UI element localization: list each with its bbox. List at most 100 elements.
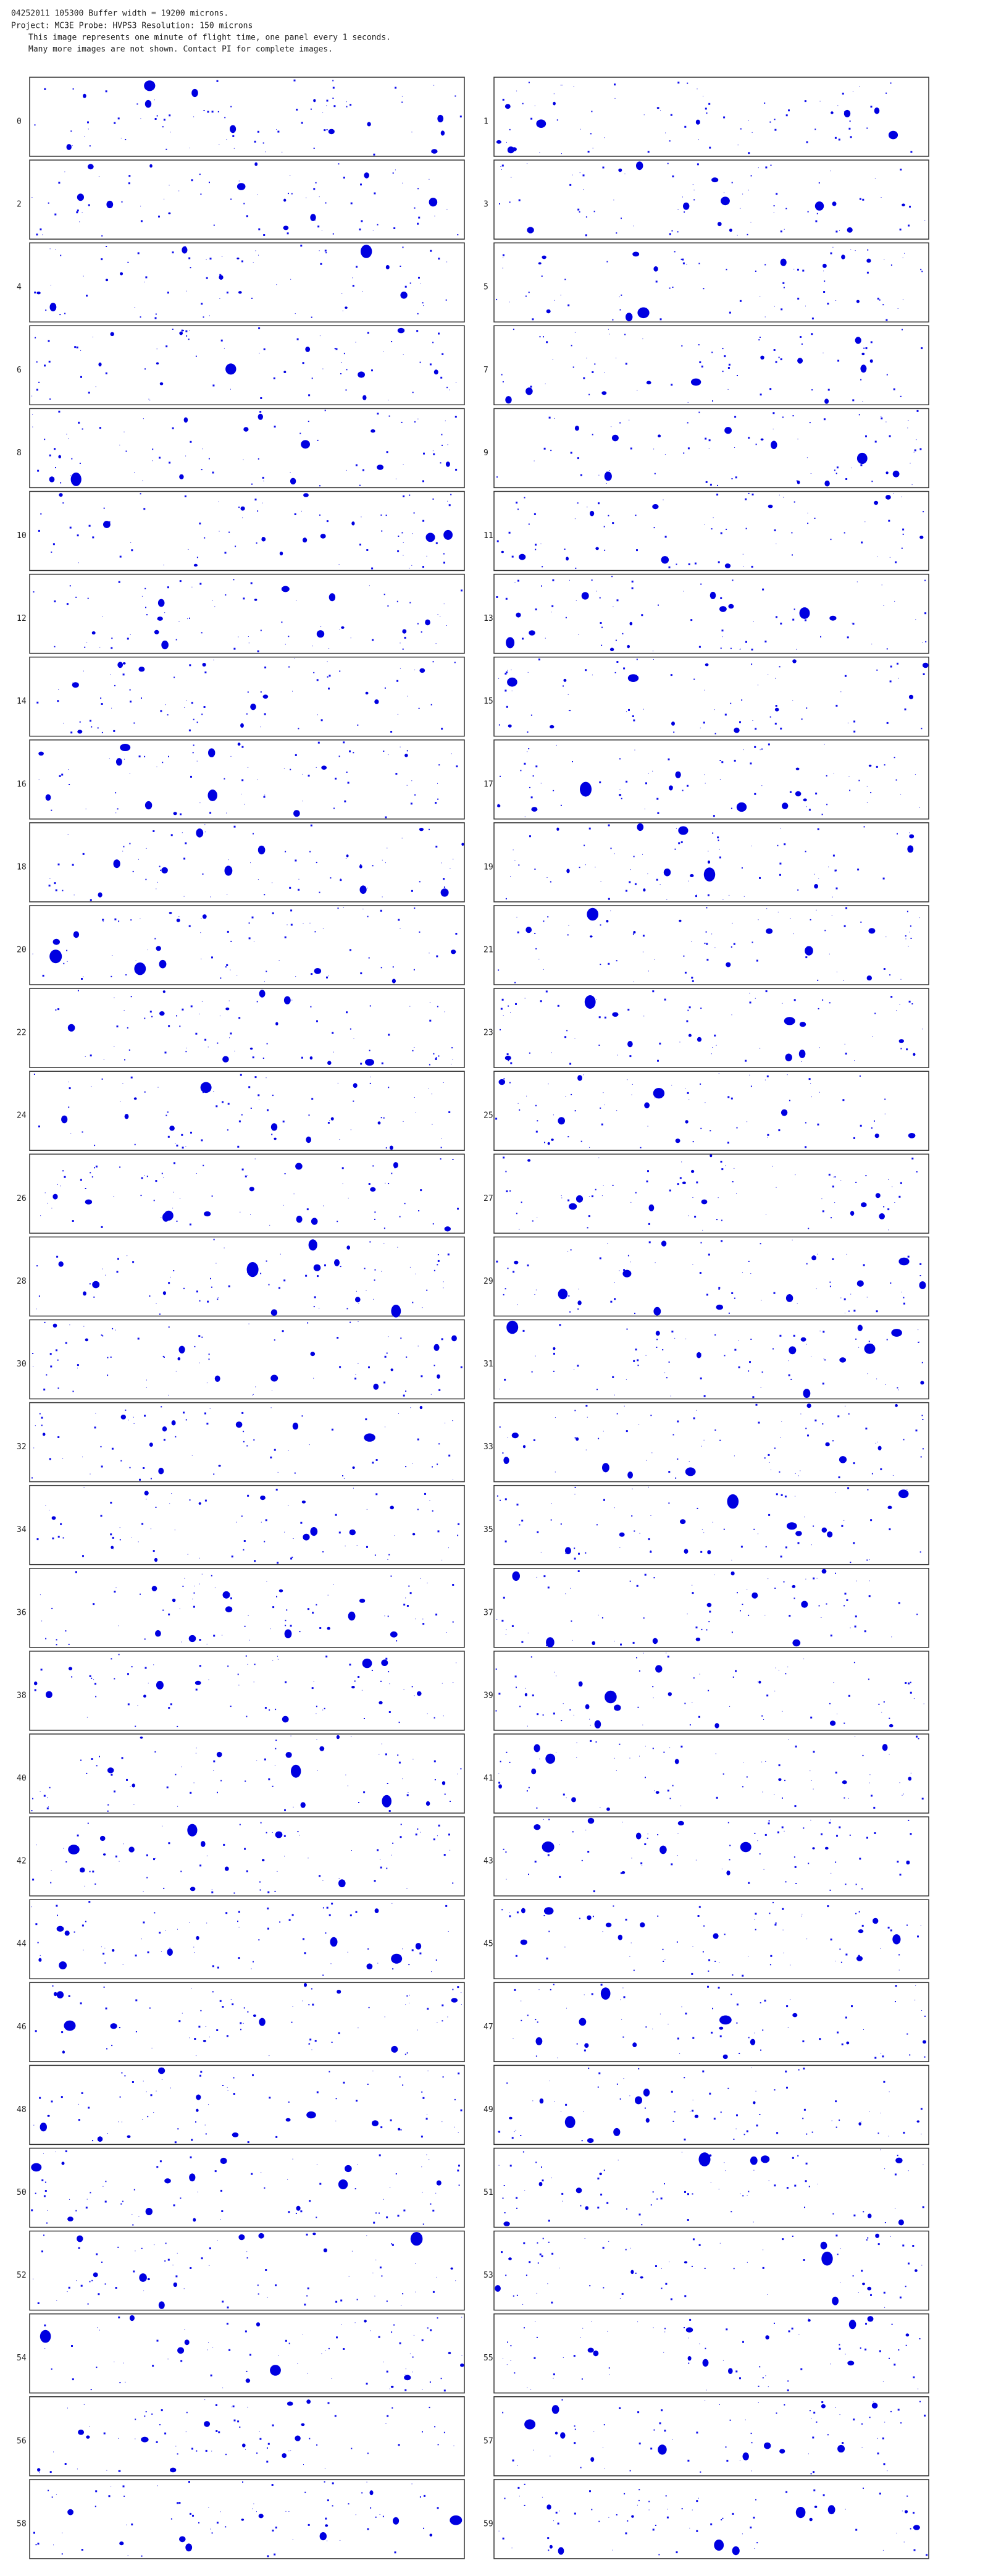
particle (546, 1644, 547, 1646)
particle (842, 93, 844, 95)
particle (262, 142, 264, 144)
particle (689, 2318, 692, 2321)
particle (364, 1268, 366, 1269)
particle (764, 1457, 766, 1459)
particle (504, 1055, 511, 1061)
particle (616, 1413, 618, 1415)
particle (777, 1831, 779, 1833)
particle (447, 500, 448, 502)
particle (262, 476, 264, 479)
particle (295, 313, 296, 314)
particle (884, 1098, 886, 1100)
particle (880, 1468, 882, 1470)
particle (270, 1407, 272, 1408)
particle (227, 930, 229, 933)
particle (335, 2300, 338, 2303)
particle (348, 2503, 350, 2505)
particle (919, 536, 924, 539)
particle (695, 1627, 698, 1628)
particle (535, 1355, 536, 1357)
particle (883, 2291, 885, 2294)
particle (706, 1602, 712, 1607)
particle (668, 1502, 670, 1504)
particle (260, 397, 262, 399)
particle (517, 508, 519, 510)
particle (845, 1884, 847, 1885)
particle (561, 153, 562, 154)
particle (212, 600, 213, 601)
particle (136, 103, 138, 105)
particle (883, 1206, 885, 1208)
particle (644, 1573, 647, 1576)
particle (230, 756, 232, 757)
particle (354, 2322, 356, 2323)
particle (726, 528, 727, 530)
particle (756, 959, 758, 962)
particle (388, 415, 390, 417)
particle (120, 744, 131, 751)
particle (405, 1466, 407, 1468)
particle (707, 861, 711, 864)
particle (795, 1531, 802, 1536)
particle (146, 1379, 147, 1381)
particle (399, 2342, 401, 2344)
particle (201, 469, 203, 471)
particle (676, 563, 677, 565)
particle (51, 1516, 56, 1520)
particle (163, 1887, 165, 1889)
particle (748, 2037, 750, 2039)
particle (908, 1682, 910, 1685)
particle (517, 931, 519, 933)
particle (671, 1863, 673, 1866)
particle (356, 1290, 357, 1292)
particle (692, 980, 694, 982)
particle (739, 721, 741, 723)
particle (44, 88, 46, 90)
particle (692, 1141, 694, 1143)
particle (727, 1822, 729, 1824)
particle (61, 1115, 68, 1124)
particle-image (29, 2396, 465, 2477)
particle (885, 421, 887, 423)
particle (670, 674, 672, 676)
particle (191, 2448, 193, 2450)
particle (412, 1050, 414, 1051)
particle (190, 267, 191, 269)
particle (576, 1195, 584, 1203)
particle (461, 2004, 462, 2005)
particle (228, 2349, 231, 2351)
particle (319, 1875, 321, 1877)
particle (712, 400, 713, 402)
panel-label: 14 (17, 697, 27, 706)
particle (671, 2090, 673, 2093)
particle (508, 1005, 509, 1007)
particle (273, 377, 275, 379)
particle (419, 1405, 423, 1410)
particle (118, 2470, 120, 2472)
panel-label: 46 (17, 2022, 27, 2032)
particle (691, 1169, 695, 1173)
particle (906, 911, 908, 912)
particle (819, 2038, 821, 2040)
particle (618, 1934, 622, 1940)
particle (810, 1083, 811, 1084)
particle (67, 834, 69, 835)
particle (366, 2383, 368, 2385)
particle (196, 557, 198, 558)
panel-label: 49 (484, 2105, 493, 2115)
particle (457, 1534, 459, 1536)
particle (227, 1129, 228, 1131)
particle (701, 1446, 702, 1447)
particle (118, 1654, 120, 1656)
particle (684, 972, 687, 974)
particle (157, 2485, 158, 2486)
particle (202, 873, 204, 875)
particle (655, 1331, 660, 1336)
particle (869, 359, 873, 363)
particle (558, 1289, 568, 1300)
particle (435, 643, 437, 644)
particle (750, 175, 752, 177)
particle (762, 2029, 764, 2031)
particle (542, 2179, 544, 2182)
particle (425, 532, 435, 542)
